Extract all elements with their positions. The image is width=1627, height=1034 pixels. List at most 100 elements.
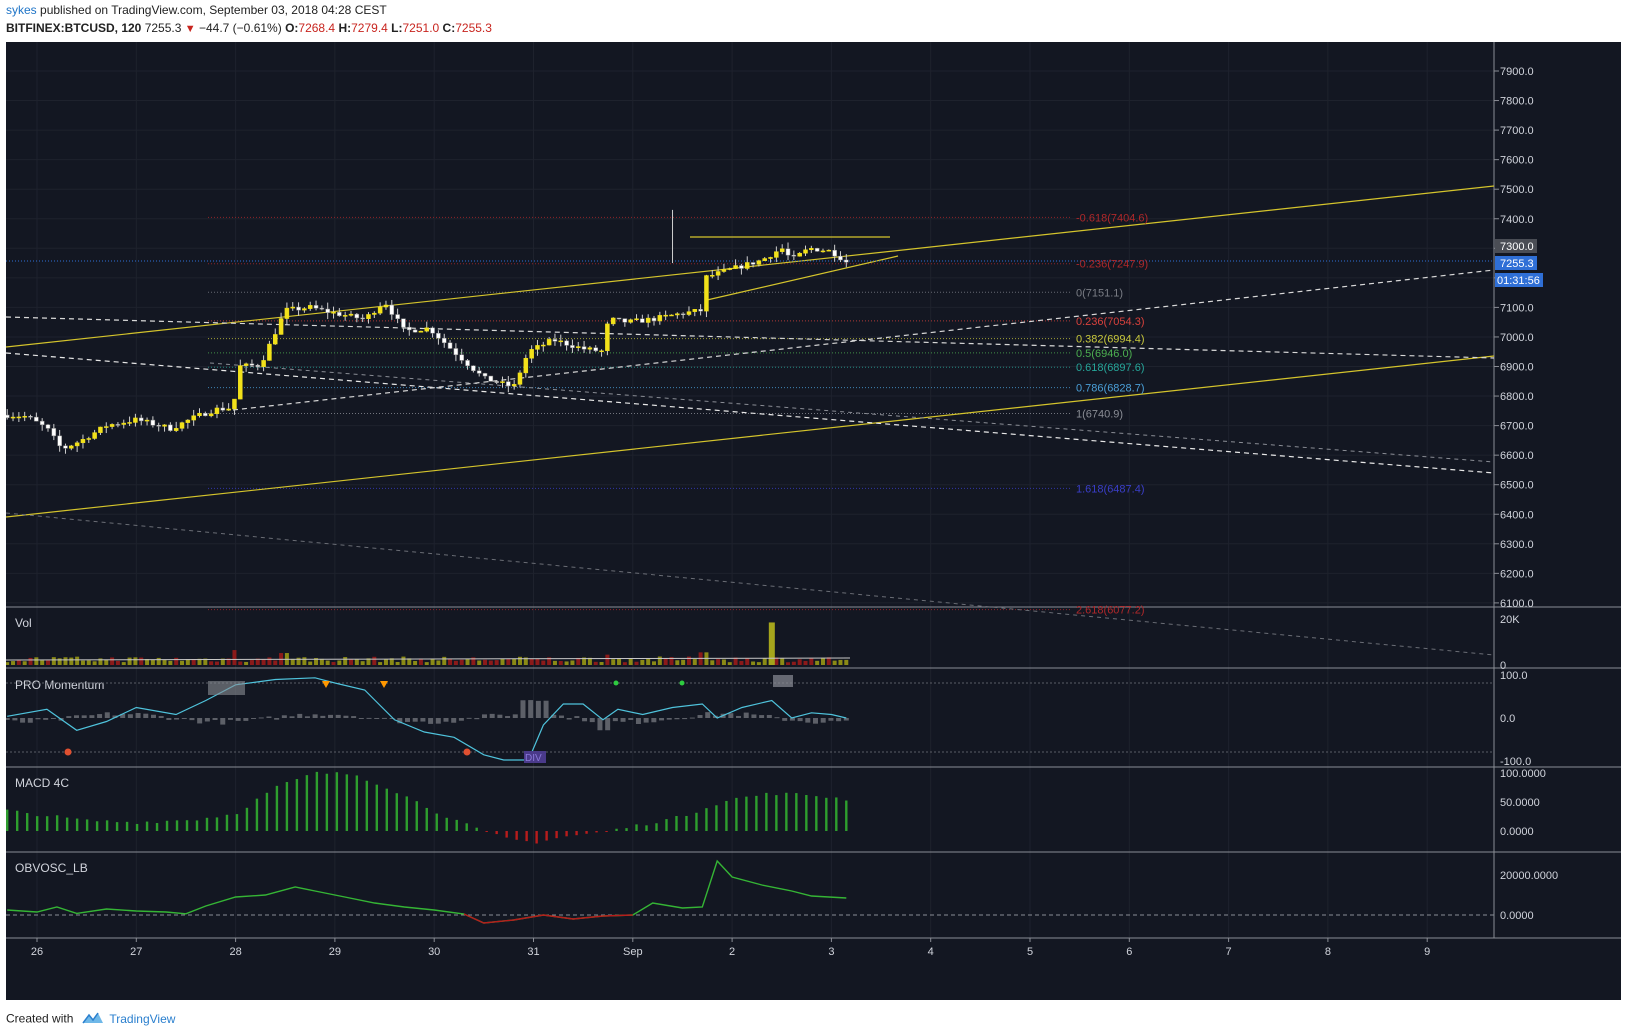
tradingview-logo-icon[interactable] xyxy=(81,1011,105,1028)
candle-body xyxy=(593,347,598,352)
momentum-hist-bar xyxy=(328,714,334,718)
volume-bar xyxy=(69,657,74,665)
candle-body xyxy=(34,416,39,422)
candle-body xyxy=(383,304,389,308)
macd-hist-bar xyxy=(795,793,798,831)
momentum-hist-bar xyxy=(150,714,156,718)
macd-hist-bar xyxy=(465,823,468,831)
macd-pane-title: MACD 4C xyxy=(15,776,69,790)
candle-body xyxy=(168,424,173,431)
volume-bar xyxy=(582,657,587,665)
tradingview-brand-link[interactable]: TradingView xyxy=(109,1011,176,1026)
macd-hist-bar xyxy=(825,797,828,831)
chart-canvas[interactable]: -0.618(7404.6) -0.236(7247.9) 0(7151.1) 0.2… xyxy=(6,42,1621,1000)
candle-body xyxy=(203,412,208,417)
candle-body xyxy=(10,416,16,419)
momentum-hist-bar xyxy=(35,718,41,720)
high-label: H: xyxy=(338,21,352,35)
volume-bar xyxy=(232,650,237,665)
candle-body xyxy=(28,416,33,418)
low-value: 7251.0 xyxy=(402,21,440,35)
volume-bar xyxy=(733,657,738,665)
price-tick-label: 6200.0 xyxy=(1500,568,1534,580)
volume-bar xyxy=(302,657,307,665)
momentum-hist-bar xyxy=(135,712,141,718)
volume-bar xyxy=(681,659,686,665)
candle-body xyxy=(441,337,447,344)
volume-bar xyxy=(238,661,243,665)
macd-hist-bar xyxy=(355,775,359,831)
momentum-hist-bar xyxy=(828,718,834,721)
macd-hist-bar xyxy=(845,800,848,831)
volume-bars xyxy=(6,622,851,665)
volume-bar xyxy=(617,658,622,665)
candle-body xyxy=(284,307,290,319)
volume-bar xyxy=(727,662,732,665)
price-axis[interactable]: 7900.0 7800.0 7700.0 7600.0 7500.0 7400.0 7300… xyxy=(1494,66,1534,610)
momentum-hist-bar xyxy=(743,712,749,718)
volume-bar xyxy=(780,658,785,665)
macd-hist-bar xyxy=(445,817,448,831)
momentum-hist-bar xyxy=(420,718,426,722)
volume-bar xyxy=(226,658,231,665)
volume-bar xyxy=(838,659,843,665)
macd-hist-bar xyxy=(215,817,219,831)
momentum-hist-bar xyxy=(104,712,110,718)
momentum-hist-bar xyxy=(374,718,380,719)
macd-hist-bar xyxy=(225,814,229,831)
candle-body xyxy=(418,330,424,333)
price-tick-label: 7700.0 xyxy=(1500,125,1534,137)
volume-bar xyxy=(354,659,359,665)
time-axis[interactable]: 26 27 28 29 30 31 Sep 2 3 4 5 6 7 8 9 xyxy=(31,938,1430,958)
momentum-hist-bar xyxy=(258,717,264,719)
macd-hist-bar xyxy=(405,796,408,831)
fib-level-label: -0.236(7247.9) xyxy=(1076,259,1148,271)
volume-bar xyxy=(209,661,214,665)
vol-pane-title: Vol xyxy=(15,616,32,630)
momentum-hist-bar xyxy=(204,718,210,722)
publisher-username[interactable]: sykes xyxy=(6,3,37,17)
fib-level-label: 1.618(6487.4) xyxy=(1076,483,1145,495)
momentum-hist-bar xyxy=(574,716,580,718)
macd-hist-bar xyxy=(695,812,698,831)
macd-hist-bar xyxy=(195,820,199,831)
fib-level-label: 0.618(6897.6) xyxy=(1076,362,1145,374)
macd-hist-bar xyxy=(135,823,139,831)
symbol-name[interactable]: BITFINEX:BTCUSD, 120 xyxy=(6,21,142,35)
candle-body xyxy=(494,381,499,383)
volume-bar xyxy=(319,658,324,665)
momentum-hist-bar xyxy=(551,714,557,718)
candle-body xyxy=(232,398,237,410)
volume-bar xyxy=(605,654,610,665)
macd-hist-bar xyxy=(205,817,209,831)
candle-body xyxy=(809,248,814,251)
volume-bar xyxy=(844,659,849,665)
momentum-hist-bar xyxy=(97,714,103,718)
volume-bar xyxy=(826,657,831,665)
momentum-hist-bar xyxy=(443,718,449,722)
candle-body xyxy=(98,426,103,433)
momentum-hist-bar xyxy=(782,718,788,721)
created-with-text: Created with xyxy=(6,1011,74,1026)
volume-bar xyxy=(40,660,45,665)
candle-body xyxy=(185,419,191,423)
macd-hist-bar xyxy=(575,831,578,836)
candle-body xyxy=(476,370,482,374)
candle-body xyxy=(645,317,651,323)
volume-bar xyxy=(506,659,511,665)
footer: Created with TradingView xyxy=(6,1011,175,1028)
candle-body xyxy=(506,381,511,387)
volume-bar xyxy=(401,656,406,665)
time-tick-label: 29 xyxy=(329,946,341,958)
momentum-hist-bar xyxy=(728,713,734,718)
candle-body xyxy=(523,357,529,374)
macd-hist-bar xyxy=(545,831,548,841)
last-price-badge: 7255.3 01:31:56 xyxy=(1495,256,1543,287)
candle-body xyxy=(511,384,517,387)
candle-body xyxy=(436,332,441,339)
macd-hist-bar xyxy=(255,798,259,831)
candle-body xyxy=(104,426,109,428)
volume-bar xyxy=(45,660,50,665)
momentum-hist-bar xyxy=(797,718,803,722)
candle-body xyxy=(313,305,319,309)
